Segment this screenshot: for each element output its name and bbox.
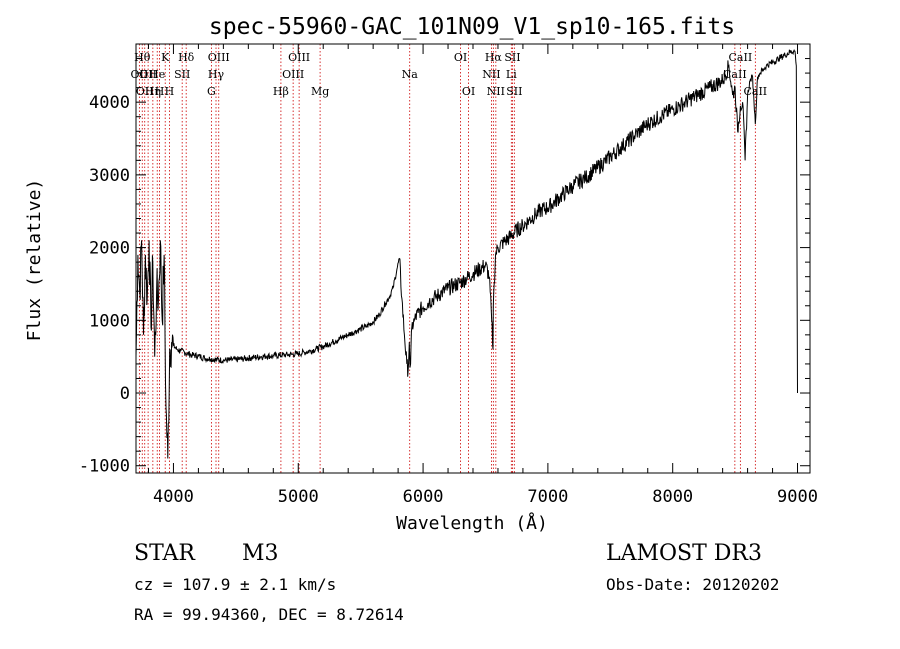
x-axis-label: Wavelength (Å) [396,512,548,534]
spectrum-line [135,48,798,459]
line-marker-label-11: G [207,85,216,98]
x-tick-label: 5000 [278,487,319,507]
line-markers [138,44,756,473]
line-marker-label-23: NII [487,85,505,98]
object-class: STAR [134,541,196,566]
line-marker-label-0: OII [131,68,149,81]
y-tick-label: 3000 [89,166,130,186]
line-marker-label-24: Li [506,68,517,81]
line-marker-label-29: CaII [743,85,767,98]
line-marker-label-2: OII [136,85,154,98]
line-marker-label-26: SII [506,85,522,98]
line-marker-label-22: Hα [485,51,503,64]
redshift-text: cz = 107.9 ± 2.1 km/s [134,575,336,594]
line-marker-labels: OIIHθOIIOIIHηHeHKHSIIHδGHγOIIIHβOIIIOIII… [131,51,768,98]
chart-title: spec-55960-GAC_101N09_V1_sp10-165.fits [209,14,735,40]
x-tick-label: 7000 [527,487,568,507]
line-marker-label-20: OI [462,85,475,98]
line-marker-label-21: NII [482,68,500,81]
line-marker-label-7: K [161,51,170,64]
line-marker-label-5: He [149,68,165,81]
line-marker-label-15: OIII [282,68,304,81]
line-marker-label-12: Hγ [208,68,225,81]
line-marker-label-16: OIII [288,51,310,64]
x-tick-label: 8000 [652,487,693,507]
object-subclass: M3 [242,541,279,566]
line-marker-label-3: OII [139,68,157,81]
y-tick-label: 4000 [89,93,130,113]
line-marker-label-18: Na [402,68,419,81]
line-marker-label-28: CaII [729,51,753,64]
y-tick-label: 2000 [89,239,130,259]
y-axis-ticks: -1000 0 1000 2000 3000 4000 [79,43,810,477]
line-marker-label-17: Mg [311,85,329,98]
y-tick-label: 1000 [89,311,130,331]
line-marker-label-4: Hη [145,85,161,98]
line-marker-label-10: Hδ [178,51,195,64]
series-layer [135,48,798,459]
line-marker-label-9: SII [174,68,190,81]
line-marker-label-6: H [155,85,165,98]
x-tick-label: 4000 [153,487,194,507]
x-tick-label: 9000 [777,487,818,507]
line-marker-label-13: OIII [208,51,230,64]
x-axis-ticks: 4000 5000 6000 7000 8000 9000 [147,44,818,507]
line-marker-label-14: Hβ [273,85,289,98]
line-marker-label-25: SII [504,51,520,64]
obs-date-text: Obs-Date: 20120202 [606,575,779,594]
y-tick-label: 0 [120,384,130,404]
line-marker-label-8: H [165,85,175,98]
line-marker-label-19: OI [454,51,467,64]
coordinates-text: RA = 99.94360, DEC = 8.72614 [134,605,404,624]
line-marker-label-1: Hθ [134,51,151,64]
x-tick-label: 6000 [403,487,444,507]
y-tick-label: -1000 [79,457,130,477]
survey-name: LAMOST DR3 [606,541,762,566]
y-axis-label: Flux (relative) [24,179,45,342]
plot-frame [135,43,811,474]
